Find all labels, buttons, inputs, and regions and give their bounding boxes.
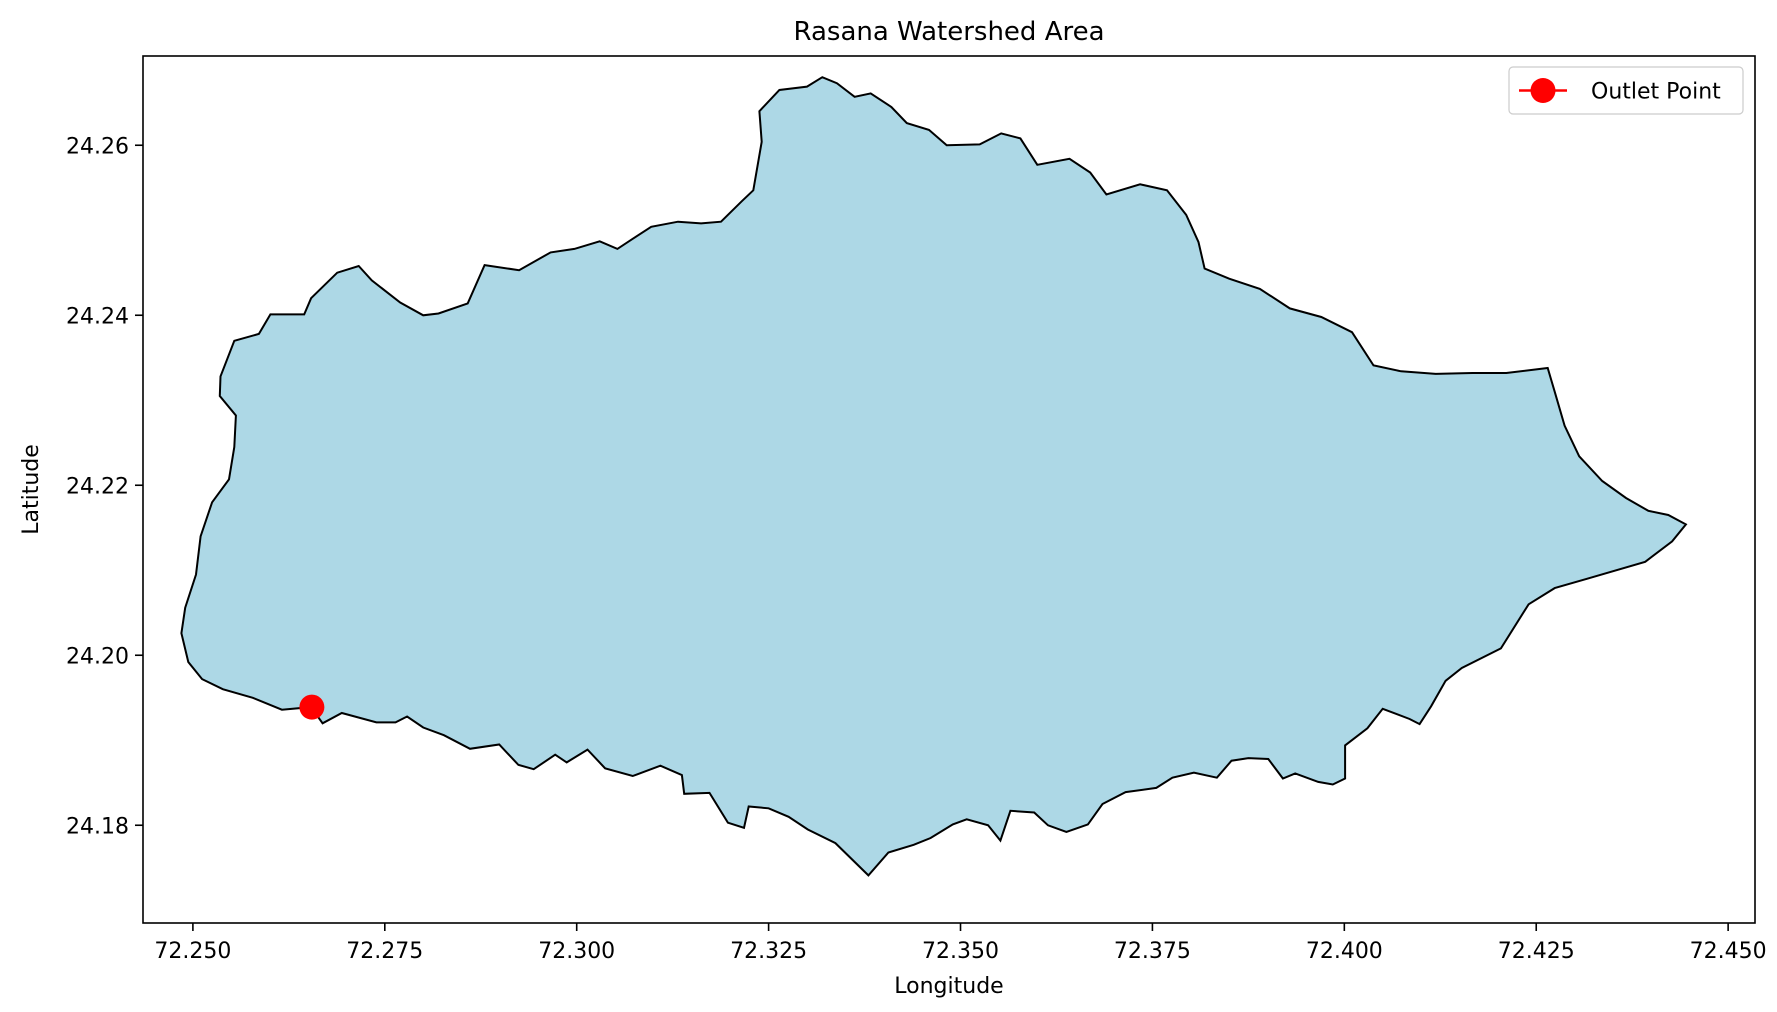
x-axis-title: Longitude xyxy=(894,974,1003,999)
x-tick-label: 72.450 xyxy=(1690,939,1767,964)
outlet-layer xyxy=(299,694,325,720)
y-axis-ticks: 24.18 24.20 24.22 24.24 24.26 xyxy=(66,134,143,839)
y-tick-label: 24.22 xyxy=(66,474,129,499)
watershed-layer xyxy=(180,76,1688,877)
legend-marker-sample xyxy=(1530,78,1556,103)
x-axis-ticks: 72.250 72.275 72.300 72.325 72.350 72.375 72.4… xyxy=(154,923,1767,964)
legend: Outlet Point xyxy=(1508,66,1744,115)
y-tick-label: 24.26 xyxy=(66,134,129,159)
y-axis-title: Latitude xyxy=(19,444,44,535)
x-tick-label: 72.350 xyxy=(922,939,999,964)
x-tick-label: 72.400 xyxy=(1306,939,1383,964)
x-tick-label: 72.275 xyxy=(346,939,423,964)
plot-frame xyxy=(142,55,1756,924)
x-tick-label: 72.300 xyxy=(538,939,615,964)
x-tick-label: 72.425 xyxy=(1498,939,1575,964)
chart-title: Rasana Watershed Area xyxy=(793,17,1104,47)
x-tick-label: 72.325 xyxy=(730,939,807,964)
x-tick-label: 72.375 xyxy=(1114,939,1191,964)
legend-box xyxy=(1508,66,1744,115)
y-tick-label: 24.24 xyxy=(66,304,129,329)
watershed-polygon xyxy=(180,76,1688,877)
outlet-point-marker xyxy=(299,694,325,720)
legend-label: Outlet Point xyxy=(1591,80,1721,105)
y-tick-label: 24.20 xyxy=(66,644,129,669)
y-tick-label: 24.18 xyxy=(66,814,129,839)
x-tick-label: 72.250 xyxy=(154,939,231,964)
